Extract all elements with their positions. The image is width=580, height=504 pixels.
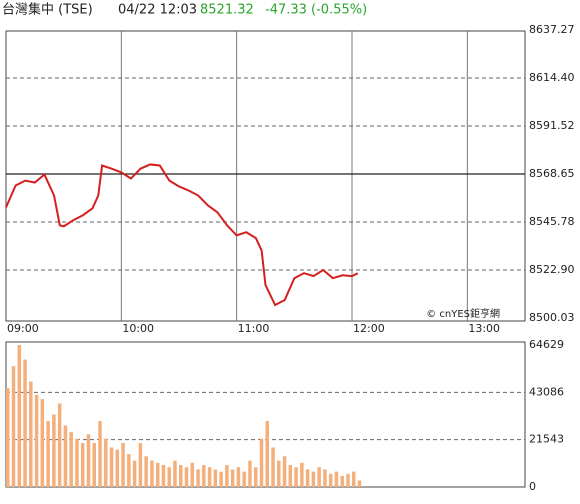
- volume-bar: [190, 462, 195, 487]
- volume-bar: [207, 467, 212, 487]
- timestamp: 04/22 12:03: [118, 3, 197, 18]
- y-tick-label: 21543: [529, 433, 564, 446]
- volume-bar: [196, 469, 200, 487]
- y-tick-label: 8522.90: [529, 263, 575, 276]
- volume-bar: [155, 462, 160, 487]
- volume-bar: [340, 476, 344, 487]
- x-tick-label: 11:00: [238, 322, 270, 335]
- volume-bar: [98, 421, 102, 487]
- volume-bar: [92, 443, 96, 487]
- volume-bar: [52, 414, 56, 487]
- y-tick-label: 0: [529, 480, 536, 493]
- volume-bar: [334, 471, 339, 487]
- price-change: -47.33 (-0.55%): [265, 3, 367, 18]
- volume-bar: [184, 467, 189, 487]
- volume-bar: [317, 467, 321, 487]
- volume-bar: [230, 469, 235, 487]
- volume-bar: [305, 469, 310, 487]
- volume-bar: [138, 443, 143, 487]
- y-tick-label: 43086: [529, 385, 564, 398]
- volume-bar: [57, 403, 62, 487]
- plot-frame: [5, 30, 526, 322]
- y-tick-label: 8614.40: [529, 71, 575, 84]
- last-price: 8521.32: [200, 3, 254, 18]
- watermark: © cnYES鉅亨網: [426, 307, 500, 320]
- volume-bar: [115, 449, 120, 487]
- volume-bar: [23, 359, 27, 487]
- volume-bar: [104, 438, 108, 487]
- price-line: [5, 163, 359, 307]
- volume-bar: [352, 471, 356, 487]
- volume-bar: [63, 425, 68, 487]
- volume-bar: [173, 460, 177, 487]
- volume-bar: [328, 473, 333, 487]
- volume-bar: [288, 465, 293, 487]
- volume-bar: [242, 471, 246, 487]
- volume-bar: [11, 366, 16, 487]
- volume-bar: [69, 432, 73, 487]
- volume-bar: [346, 473, 350, 487]
- index-name: 台灣集中 (TSE): [2, 2, 93, 18]
- y-tick-label: 8500.03: [529, 311, 575, 324]
- volume-bar: [179, 465, 183, 487]
- volume-bar: [161, 465, 166, 487]
- x-tick-label: 09:00: [7, 322, 39, 335]
- volume-bar: [282, 456, 287, 487]
- volume-bar: [75, 438, 79, 487]
- volume-bar: [144, 456, 148, 487]
- volume-bar: [202, 465, 206, 487]
- volume-bar: [294, 467, 298, 487]
- volume-bar: [29, 381, 33, 487]
- x-tick-label: 13:00: [468, 322, 500, 335]
- volume-bar: [248, 460, 252, 487]
- volume-bar: [236, 467, 241, 487]
- y-tick-label: 64629: [529, 338, 564, 351]
- y-tick-label: 8568.65: [529, 167, 575, 180]
- volume-bar: [259, 438, 264, 487]
- x-tick-label: 10:00: [122, 322, 154, 335]
- volume-bar: [253, 467, 258, 487]
- volume-bar: [17, 345, 22, 487]
- volume-bar: [34, 394, 39, 487]
- volume-bar: [277, 460, 281, 487]
- volume-bar: [219, 471, 223, 487]
- volume-bar: [213, 469, 218, 487]
- volume-bar: [109, 447, 114, 487]
- volume-bar: [86, 434, 91, 487]
- y-tick-label: 8591.52: [529, 119, 575, 132]
- volume-bar: [311, 471, 316, 487]
- y-tick-label: 8637.27: [529, 23, 575, 36]
- volume-bar: [323, 469, 327, 487]
- volume-bar: [225, 465, 229, 487]
- volume-bar: [46, 421, 50, 487]
- volume-bar: [265, 421, 269, 487]
- volume-bar: [271, 447, 275, 487]
- volume-bar: [80, 443, 85, 487]
- volume-bar: [6, 388, 10, 487]
- volume-bar: [127, 454, 131, 487]
- x-tick-label: 12:00: [353, 322, 385, 335]
- volume-bar: [300, 462, 304, 487]
- y-tick-label: 8545.78: [529, 215, 575, 228]
- volume-bar: [357, 480, 362, 487]
- volume-bar: [121, 443, 125, 487]
- volume-bar: [150, 460, 154, 487]
- volume-bar: [132, 460, 137, 487]
- volume-bar: [167, 467, 171, 487]
- volume-bar: [40, 399, 45, 487]
